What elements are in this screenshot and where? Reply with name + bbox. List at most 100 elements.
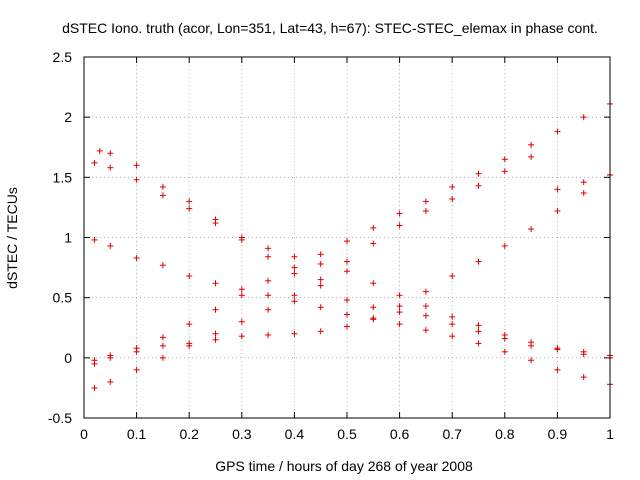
data-point-marker [159, 354, 166, 361]
data-point-marker [238, 318, 245, 325]
data-point-marker [317, 304, 324, 311]
data-point-marker [133, 162, 140, 169]
y-tick-label: -0.5 [48, 410, 72, 426]
data-point-marker [396, 309, 403, 316]
data-point-marker [265, 331, 272, 338]
data-point-marker [238, 333, 245, 340]
data-point-marker [291, 292, 298, 299]
data-point-marker [344, 238, 350, 245]
data-point-marker [133, 176, 140, 183]
data-point-marker [133, 348, 140, 355]
grid-lines [84, 57, 610, 418]
x-axis-label: GPS time / hours of day 268 of year 2008 [215, 458, 473, 474]
data-point-marker [554, 346, 561, 353]
data-point-marker [91, 360, 98, 367]
data-point-marker [370, 304, 377, 311]
data-point-marker [449, 183, 456, 190]
data-point-marker [107, 354, 114, 361]
data-point-marker [107, 150, 114, 157]
data-point-marker [91, 384, 98, 391]
data-point-marker [344, 258, 350, 265]
y-tick-label: 2.5 [53, 49, 73, 65]
data-point-marker [186, 205, 193, 212]
data-point-marker [91, 236, 98, 243]
data-point-marker [186, 340, 193, 347]
data-point-marker [107, 164, 114, 171]
data-point-marker [422, 327, 429, 334]
y-tick-label: 0.5 [53, 290, 73, 306]
data-point-marker [475, 322, 482, 329]
data-point-marker [238, 236, 245, 243]
data-point-marker [580, 189, 587, 196]
data-point-marker [554, 366, 561, 373]
data-point-marker [159, 192, 166, 199]
x-tick-label: 0.5 [337, 426, 357, 442]
data-point-marker [265, 306, 272, 313]
data-point-marker [107, 378, 114, 385]
data-point-marker [501, 335, 508, 342]
data-point-marker [291, 330, 298, 337]
data-point-marker [422, 208, 429, 215]
data-point-marker [344, 268, 350, 275]
data-point-marker [159, 334, 166, 341]
data-point-marker [186, 273, 193, 280]
data-point-marker [422, 312, 429, 319]
data-point-marker [422, 198, 429, 205]
data-point-marker [501, 168, 508, 175]
x-tick-label: 1 [606, 426, 614, 442]
data-point-marker [265, 277, 272, 284]
data-point-marker [291, 270, 298, 277]
data-point-marker [449, 195, 456, 202]
data-point-marker [501, 348, 508, 355]
data-point-marker [554, 208, 561, 215]
data-point-marker [501, 156, 508, 163]
x-tick-label: 0.2 [179, 426, 199, 442]
data-point-marker [580, 179, 587, 186]
data-point-marker [449, 321, 456, 328]
data-point-marker [396, 210, 403, 217]
data-point-marker [317, 328, 324, 335]
data-point-marker [370, 240, 377, 247]
data-point-marker [291, 253, 298, 260]
data-point-marker [528, 226, 535, 233]
data-point-marker [528, 141, 535, 148]
data-point-marker [344, 297, 350, 304]
data-point-marker [265, 292, 272, 299]
data-point-marker [344, 323, 350, 330]
data-point-marker [396, 303, 403, 310]
data-point-marker [528, 357, 535, 364]
x-tick-label: 0.8 [495, 426, 515, 442]
data-point-marker [291, 298, 298, 305]
y-tick-label: 0 [64, 350, 72, 366]
data-point-marker [159, 183, 166, 190]
chart-title: dSTEC Iono. truth (acor, Lon=351, Lat=43… [62, 20, 598, 36]
data-point-marker [317, 260, 324, 267]
data-point-marker [212, 306, 219, 313]
data-point-marker [554, 128, 561, 135]
data-point-marker [396, 222, 403, 229]
y-tick-label: 1 [64, 230, 72, 246]
data-point-marker [475, 340, 482, 347]
data-point-marker [422, 288, 429, 295]
x-tick-label: 0.7 [442, 426, 462, 442]
data-point-marker [370, 280, 377, 287]
data-point-marker [475, 182, 482, 189]
data-point-marker [449, 273, 456, 280]
data-point-marker [580, 374, 587, 381]
x-tick-label: 0.1 [127, 426, 147, 442]
x-tick-label: 0.4 [285, 426, 305, 442]
y-axis-label: dSTEC / TECUs [4, 187, 20, 289]
data-point-marker [370, 316, 377, 323]
data-point-marker [580, 114, 587, 121]
data-point-marker [238, 286, 245, 293]
x-tick-label: 0 [80, 426, 88, 442]
data-point-marker [212, 216, 219, 223]
data-point-marker [212, 280, 219, 287]
data-point-marker [475, 170, 482, 177]
data-point-marker [133, 366, 140, 373]
y-tick-label: 1.5 [53, 169, 73, 185]
data-point-marker [344, 311, 350, 318]
data-point-marker [265, 245, 272, 252]
data-point-marker [159, 262, 166, 269]
